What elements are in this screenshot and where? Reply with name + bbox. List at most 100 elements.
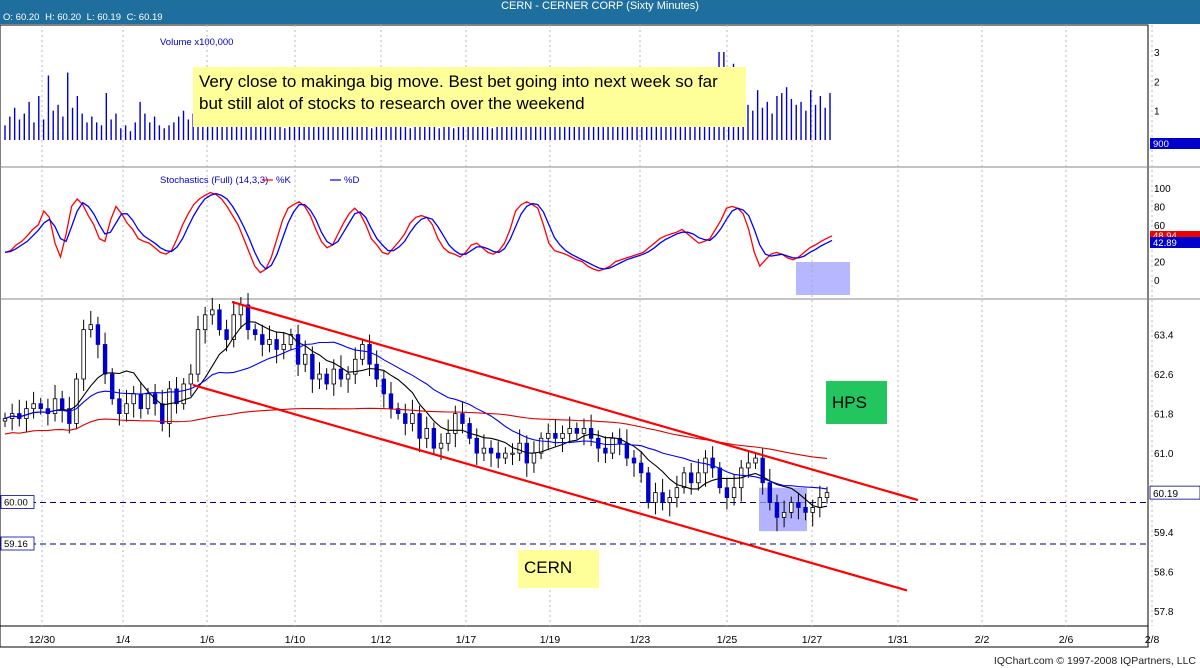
candle-body: [88, 324, 93, 331]
candle-body: [474, 437, 479, 454]
candle-body: [395, 408, 401, 415]
candle-body: [688, 472, 694, 484]
open-value: O: 60.20: [3, 12, 40, 23]
stochastics-y-tick: 100: [1154, 184, 1171, 195]
price-level-label: 60.00: [4, 498, 28, 509]
candle-body: [52, 398, 58, 415]
candle-body: [681, 472, 687, 489]
stochastics-highlight-box: [796, 262, 850, 295]
x-tick-label: 2/8: [1145, 634, 1160, 646]
price-highlight-box: [759, 487, 807, 532]
x-tick-label: 1/25: [717, 634, 738, 646]
candle-body: [696, 472, 701, 484]
x-tick-label: 1/10: [285, 634, 306, 646]
candle-body: [538, 437, 544, 454]
k-last-label: 48.94: [1153, 231, 1177, 242]
volume-current-tag: [1150, 138, 1200, 149]
candle-body: [345, 373, 351, 380]
volume-y-tick: 1: [1154, 107, 1160, 118]
candle-body: [624, 442, 630, 459]
candle-body: [717, 467, 722, 489]
candle-body: [767, 482, 773, 503]
candle-body: [731, 487, 737, 498]
d-last-label: 42.89: [1153, 238, 1177, 249]
candle-body: [124, 403, 129, 415]
candle-body: [581, 428, 587, 434]
price-level-tag: [0, 536, 35, 551]
candle-body: [102, 344, 108, 375]
candle-body: [245, 304, 251, 331]
candle-body: [24, 408, 29, 419]
candle-body: [653, 492, 658, 503]
candle-body: [381, 378, 387, 395]
ma-short-line: [4, 321, 828, 509]
candle-body: [281, 344, 286, 350]
candle-body: [74, 378, 79, 424]
candle-body: [560, 432, 565, 439]
x-tick-label: 1/6: [200, 634, 215, 646]
candle-body: [438, 442, 444, 449]
x-tick-label: 1/4: [116, 634, 131, 646]
candle-body: [617, 437, 622, 444]
candle-body: [210, 309, 215, 316]
x-tick-label: 2/2: [975, 634, 990, 646]
candle-body: [424, 428, 429, 439]
low-value: L: 60.19: [86, 12, 121, 23]
candle-body: [59, 398, 65, 410]
price-level-tag: [0, 495, 35, 509]
stochastics-title: Stochastics (Full) (14,3,3): [160, 175, 268, 186]
candle-body: [67, 408, 72, 424]
candle-body: [417, 413, 422, 439]
candle-body: [810, 507, 815, 513]
candle-body: [131, 393, 136, 405]
candle-body: [338, 368, 344, 380]
candle-body: [195, 329, 201, 375]
price-y-tick: 63.4: [1154, 331, 1174, 342]
hps-label: HPS: [826, 381, 887, 424]
candle-body: [31, 403, 36, 410]
candle-body: [360, 344, 365, 360]
candle-body: [553, 432, 558, 439]
stochastics-y-tick: 60: [1154, 221, 1166, 232]
last-price-tag: [1149, 485, 1200, 500]
x-tick-label: 1/17: [456, 634, 477, 646]
candle-body: [145, 393, 151, 410]
k-legend-label: %K: [276, 175, 291, 186]
candle-body: [567, 428, 572, 434]
x-tick-label: 1/23: [630, 634, 651, 646]
candle-body: [445, 432, 451, 444]
channel-lower-line: [192, 383, 908, 592]
candle-body: [824, 492, 830, 498]
x-tick-label: 12/30: [29, 634, 55, 646]
price-y-tick: 61.8: [1154, 410, 1174, 421]
candle-body: [495, 452, 501, 459]
price-level-label: 59.16: [4, 539, 28, 550]
k-last-tag: [1150, 231, 1200, 240]
candle-body: [667, 497, 672, 503]
price-y-tick: 61.0: [1154, 449, 1174, 460]
candle-body: [789, 502, 794, 513]
candle-body: [753, 457, 758, 464]
candle-body: [317, 373, 322, 380]
candle-body: [331, 368, 336, 385]
candle-body: [353, 358, 358, 375]
candle-body: [774, 502, 780, 518]
candle-body: [138, 393, 144, 410]
candle-body: [610, 437, 615, 454]
channel-upper-line: [231, 300, 919, 502]
candle-body: [638, 462, 644, 474]
d-series-line: [4, 192, 833, 270]
x-tick-label: 1/31: [888, 634, 909, 646]
candle-body: [481, 447, 487, 454]
candle-body: [531, 452, 537, 464]
candle-body: [188, 373, 194, 385]
candle-body: [2, 418, 8, 422]
volume-panel-title: Volume x100,000: [160, 37, 233, 48]
candle-body: [760, 457, 765, 484]
price-y-tick: 57.8: [1154, 607, 1174, 618]
candle-body: [503, 452, 508, 459]
candle-body: [295, 334, 301, 365]
candle-body: [431, 428, 437, 449]
candle-body: [453, 413, 458, 434]
candle-body: [252, 329, 258, 335]
